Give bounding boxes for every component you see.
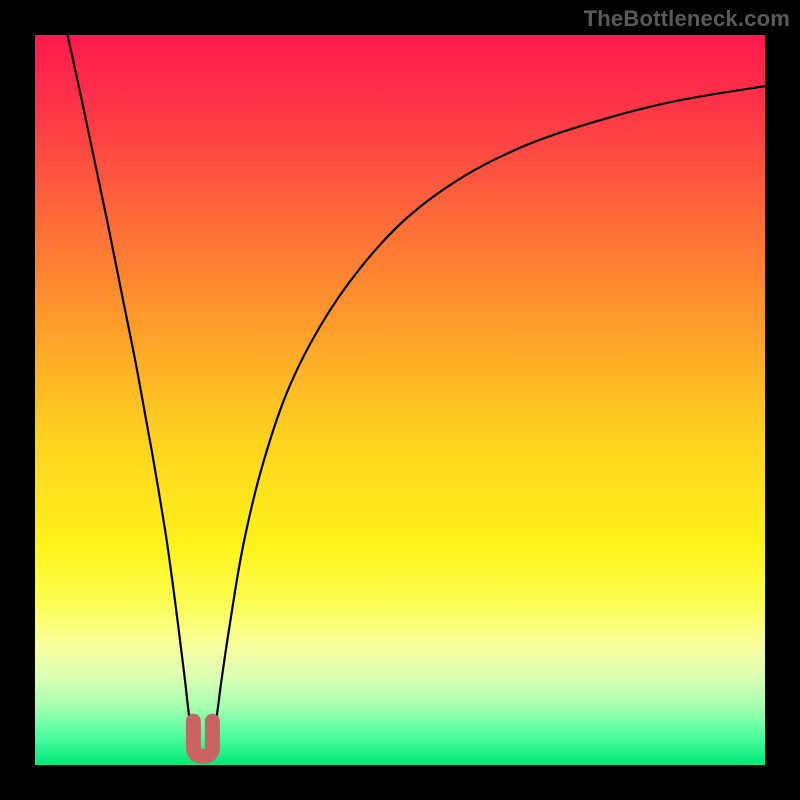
chart-stage: TheBottleneck.com: [0, 0, 800, 800]
bottleneck-chart: [0, 0, 800, 800]
plot-background: [35, 35, 765, 765]
attribution-text: TheBottleneck.com: [584, 6, 790, 32]
